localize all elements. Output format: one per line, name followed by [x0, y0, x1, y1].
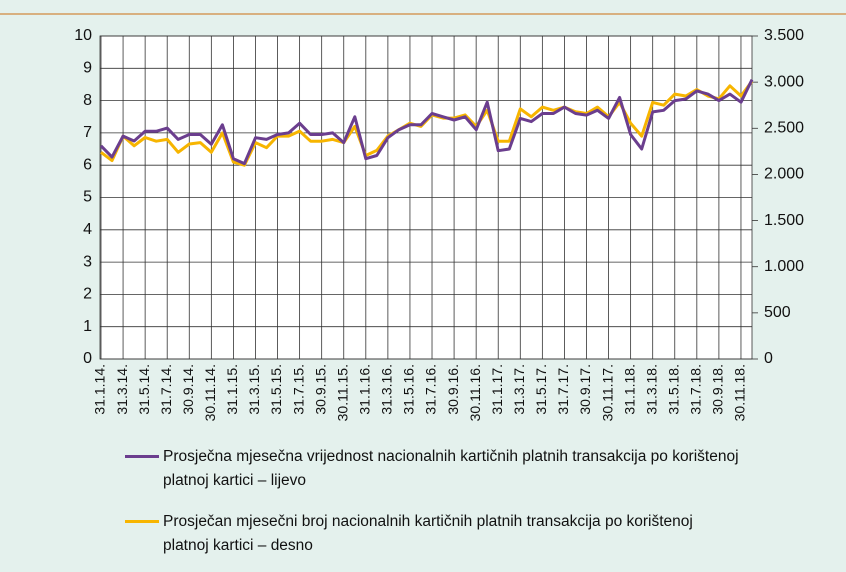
x-tick-label: 30.9.17.	[577, 364, 593, 415]
x-tick-label: 31.3.14.	[114, 364, 130, 415]
y2-tick-label: 1.500	[764, 212, 804, 229]
x-tick-label: 30.11.18.	[732, 364, 748, 421]
x-tick-label: 30.11.16.	[467, 364, 483, 421]
x-tick-label: 31.1.17.	[489, 364, 505, 415]
y-tick-label: 9	[83, 60, 92, 77]
x-tick-label: 31.7.14.	[158, 364, 174, 415]
chart: 31.1.14. 31.3.14. 31.5.14. 31.7.14. 30.9.14.…	[0, 13, 846, 421]
x-tick-label: 30.9.18.	[710, 364, 726, 415]
x-tick-label: 31.5.16.	[401, 364, 417, 415]
x-tick-label: 31.3.15.	[246, 364, 262, 415]
x-tick-label: 30.9.16.	[445, 364, 461, 415]
y2-tick-label: 500	[764, 304, 791, 321]
legend-label: Prosječna mjesečna vrijednost nacionalni…	[163, 448, 739, 489]
x-tick-label: 31.1.14.	[92, 364, 108, 415]
y-tick-label: 5	[83, 189, 92, 206]
x-tick-label: 31.1.15.	[224, 364, 240, 415]
x-tick-label: 30.11.14.	[202, 364, 218, 421]
y2-tick-label: 2.500	[764, 120, 804, 137]
y2-tick-label: 3.500	[764, 27, 804, 44]
y-tick-label: 3	[83, 253, 92, 270]
x-tick-label: 31.3.16.	[379, 364, 395, 415]
x-tick-label: 31.3.18.	[643, 364, 659, 415]
y-tick-label: 0	[83, 350, 92, 367]
legend-item: Prosječan mjesečni broj nacionalnih kart…	[125, 510, 693, 558]
x-tick-label: 30.9.14.	[180, 364, 196, 415]
x-tick-label: 31.7.16.	[423, 364, 439, 415]
y2-tick-label: 0	[764, 350, 773, 367]
x-tick-label: 30.11.15.	[334, 364, 350, 421]
x-tick-label: 31.1.16.	[357, 364, 373, 415]
legend-swatch	[125, 455, 159, 458]
y-tick-label: 4	[83, 221, 92, 238]
legend-label: Prosječan mjesečni broj nacionalnih kart…	[163, 513, 693, 554]
x-tick-label: 30.11.17.	[599, 364, 615, 421]
legend-item: Prosječna mjesečna vrijednost nacionalni…	[125, 445, 753, 493]
y-tick-label: 8	[83, 92, 92, 109]
x-tick-label: 31.1.18.	[621, 364, 637, 415]
x-tick-label: 31.5.17.	[533, 364, 549, 415]
x-tick-label: 31.7.17.	[555, 364, 571, 415]
x-tick-label: 31.3.17.	[511, 364, 527, 415]
plot-border	[99, 35, 753, 360]
x-tick-label: 31.5.15.	[268, 364, 284, 415]
y-tick-label: 10	[74, 27, 92, 44]
y-tick-label: 2	[83, 286, 92, 303]
x-tick-label: 31.7.15.	[290, 364, 306, 415]
y-tick-label: 7	[83, 124, 92, 141]
series-line	[99, 78, 754, 166]
y2-tick-label: 3.000	[764, 73, 804, 90]
y2-tick-label: 2.000	[764, 166, 804, 183]
y-tick-label: 6	[83, 156, 92, 173]
x-tick-label: 31.5.14.	[136, 364, 152, 415]
x-tick-label: 31.7.18.	[688, 364, 704, 415]
y-tick-label: 1	[83, 318, 92, 335]
y2-tick-label: 1.000	[764, 258, 804, 275]
x-tick-label: 30.9.15.	[312, 364, 328, 415]
legend-swatch	[125, 520, 159, 523]
x-tick-label: 31.5.18.	[665, 364, 681, 415]
